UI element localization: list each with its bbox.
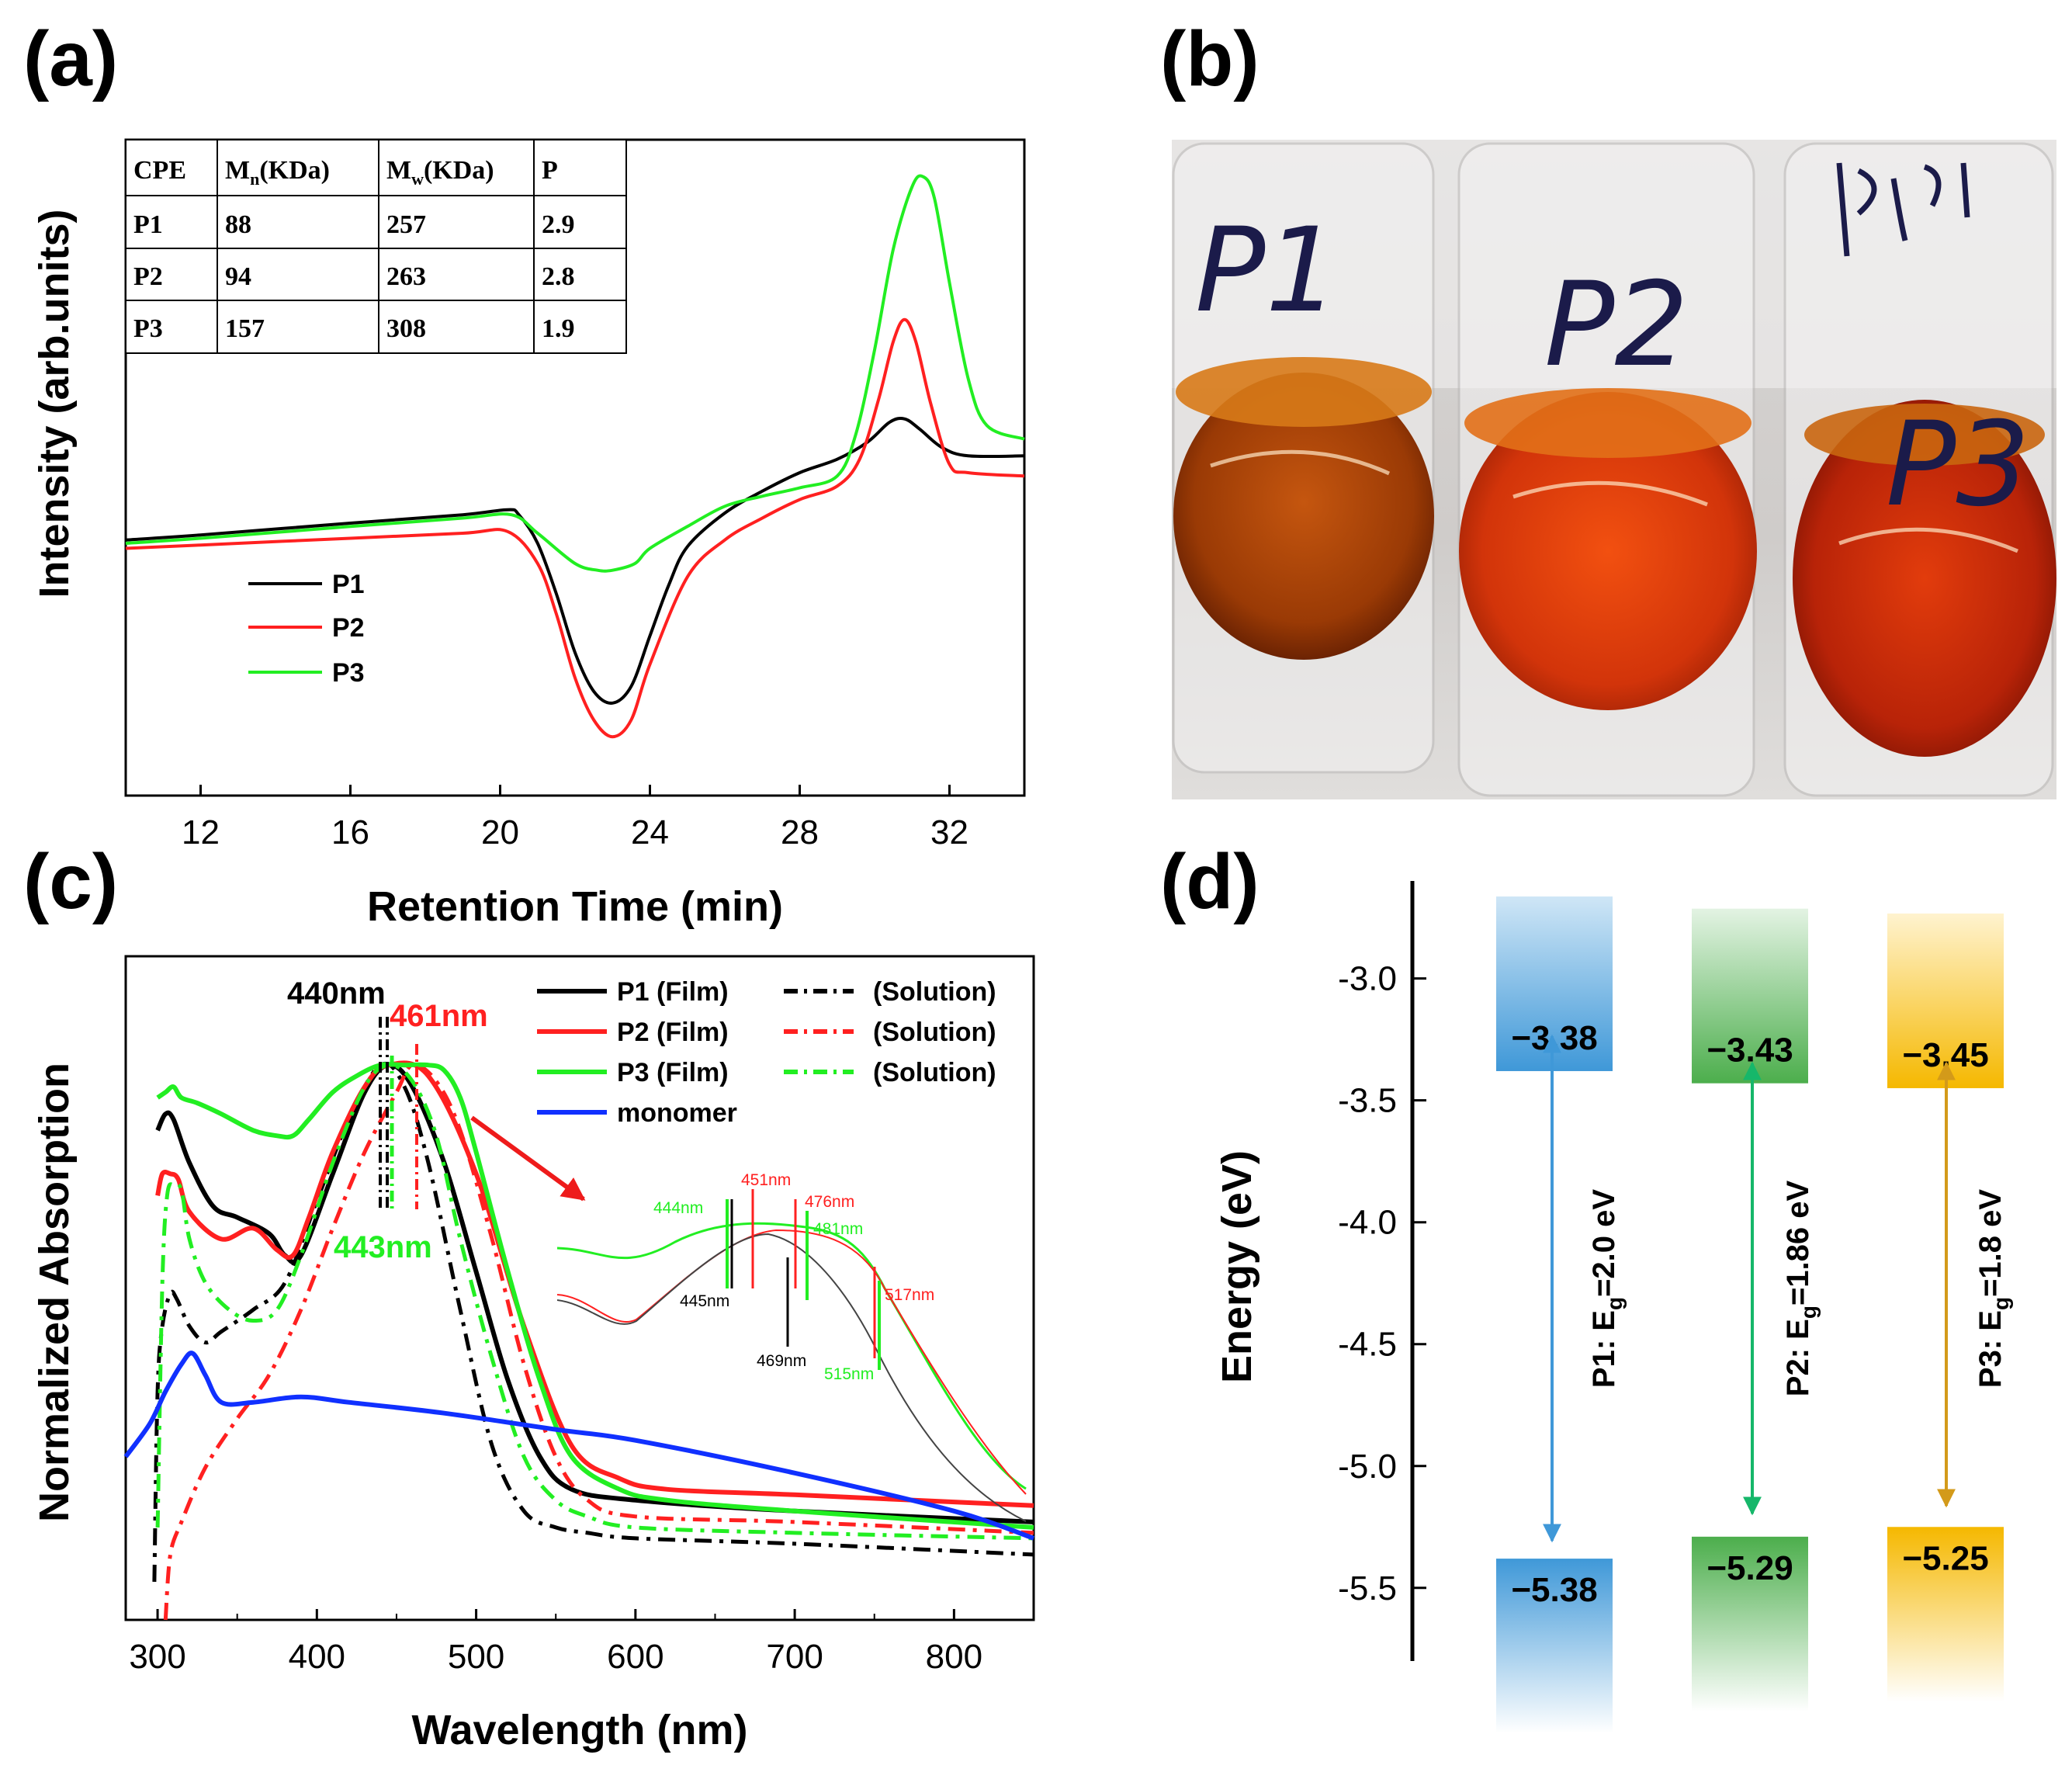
legend-label-p2-film: P2 (Film) (617, 1018, 729, 1047)
panel-c-plot-frame (124, 955, 1035, 1621)
bandgap-label-p1: P1: Eg=2.0 eV (1587, 1189, 1627, 1388)
legend-label-p2: P2 (332, 613, 365, 643)
panel-a-x-axis-label: Retention Time (min) (367, 883, 783, 930)
table-cell: 257 (386, 210, 426, 239)
x-tick-label: 300 (129, 1638, 185, 1676)
panel-c-x-axis-label: Wavelength (nm) (411, 1707, 747, 1753)
lumo-value-p2: −3.43 (1706, 1032, 1793, 1070)
y-tick-label: -3.5 (1338, 1082, 1397, 1120)
legend-label-p3: P3 (332, 658, 365, 688)
x-tick-label: 500 (448, 1638, 504, 1676)
legend-label-monomer: monomer (617, 1098, 737, 1128)
panel-label-c: (c) (23, 838, 118, 925)
x-tick-label: 700 (766, 1638, 823, 1676)
table-header-mw: Mw(KDa) (386, 156, 494, 189)
homo-level-p3 (1887, 1527, 2004, 1702)
panel-a-y-axis-label: Intensity (arb.units) (31, 209, 78, 598)
vial-label-p2: P2 (1544, 258, 1689, 393)
legend-label-p3-film: P3 (Film) (617, 1058, 729, 1087)
table-cell: 88 (225, 210, 251, 239)
lumo-value-p1: −3.38 (1511, 1019, 1597, 1057)
table-cell: 263 (386, 262, 426, 291)
panel-a-chart: 12 16 20 24 28 32 CPE Mn(KDa) Mw(KDa) P P1 88… (31, 138, 1026, 930)
table-cell: 2.9 (542, 210, 575, 239)
series-line-p3 (125, 174, 1025, 573)
panel-c-chart: 300 400 500 600 700 800 440nm 461nm 443nm 444… (31, 955, 1035, 1753)
x-tick-label: 20 (481, 813, 519, 851)
sample-vials-photo: P1 P2 P3 (1172, 140, 2056, 799)
x-tick-label: 24 (631, 813, 669, 851)
series-line-monomer (123, 1351, 1034, 1541)
series-line-p2-solution- (163, 1063, 1034, 1621)
inset-label: 451nm (741, 1171, 791, 1189)
table-cell: 157 (225, 314, 265, 343)
y-tick-label: -3.0 (1338, 960, 1397, 998)
series-line-p3-film- (156, 1062, 1034, 1530)
bandgap-label-p3: P3: Eg=1.8 eV (1973, 1189, 2013, 1388)
legend-label-p1: P1 (332, 570, 365, 599)
panel-d-energy-diagram: -3.0 -3.5 -4.0 -4.5 -5.0 -5.5 −3.38 −5.38 −3.43… (1214, 881, 2013, 1734)
y-tick-label: -4.0 (1338, 1204, 1397, 1242)
homo-value-p1: −5.38 (1511, 1571, 1597, 1609)
table-header-p: P (542, 156, 558, 185)
x-tick-label: 800 (926, 1638, 982, 1676)
x-tick-label: 16 (331, 813, 369, 851)
vial-label-p3: P3 (1886, 397, 2030, 532)
x-tick-label: 400 (289, 1638, 345, 1676)
table-header-cpe: CPE (133, 156, 186, 185)
series-line-p2 (125, 317, 1025, 739)
series-line-p1 (125, 417, 1025, 705)
inset-label: 481nm (813, 1220, 863, 1238)
vial-scribble (1836, 162, 1970, 257)
panel-c-legend: P1 (Film) (Solution) P2 (Film) (Solution… (537, 977, 996, 1128)
annotation-440nm: 440nm (287, 976, 386, 1011)
x-tick-label: 32 (930, 813, 968, 851)
legend-label-p3-solution: (Solution) (873, 1058, 996, 1087)
x-tick-label: 28 (781, 813, 819, 851)
inset-label: 469nm (757, 1352, 806, 1370)
inset-label: 515nm (824, 1365, 874, 1383)
annotation-443nm: 443nm (334, 1230, 432, 1264)
table-cell: 1.9 (542, 314, 575, 343)
panel-d-y-axis-label: Energy (eV) (1214, 1150, 1260, 1383)
homo-value-p3: −5.25 (1902, 1539, 1988, 1577)
inset-label: 445nm (680, 1292, 729, 1310)
series-line-p1-solution- (152, 1062, 1034, 1582)
homo-value-p2: −5.29 (1706, 1549, 1793, 1587)
legend-label-p1-film: P1 (Film) (617, 977, 729, 1007)
x-tick-label: 12 (182, 813, 220, 851)
zoom-arrow (470, 1115, 586, 1202)
table-cell: 308 (386, 314, 426, 343)
lumo-level-p3 (1887, 913, 2004, 1088)
table-cell: P2 (133, 262, 163, 291)
y-tick-label: -5.0 (1338, 1448, 1397, 1486)
panel-label-a: (a) (23, 16, 118, 102)
x-tick-label: 600 (607, 1638, 664, 1676)
table-cell: 94 (225, 262, 251, 291)
legend-label-p1-solution: (Solution) (873, 977, 996, 1007)
bandgap-label-p2: P2: Eg=1.86 eV (1781, 1180, 1821, 1396)
table-header-mn: Mn(KDa) (225, 156, 330, 189)
table-cell: 2.8 (542, 262, 575, 291)
homo-level-p2 (1692, 1536, 1808, 1711)
table-cell: P1 (133, 210, 163, 239)
table-cell: P3 (133, 314, 163, 343)
legend-label-p2-solution: (Solution) (873, 1018, 996, 1047)
y-tick-label: -5.5 (1338, 1569, 1397, 1607)
inset-label: 517nm (885, 1286, 934, 1304)
panel-c-inset: 444nm 451nm 476nm 481nm 445nm 469nm 517n… (556, 1171, 1027, 1522)
panel-label-b: (b) (1160, 16, 1259, 102)
panel-a-legend: P1 P2 P3 (248, 570, 365, 688)
homo-level-p1 (1496, 1559, 1613, 1734)
inset-label: 476nm (805, 1193, 854, 1211)
y-tick-label: -4.5 (1338, 1326, 1397, 1364)
vial-label-p1: P1 (1195, 203, 1339, 338)
panel-label-d: (d) (1160, 838, 1259, 925)
annotation-461nm: 461nm (390, 999, 488, 1033)
lumo-level-p2 (1692, 908, 1808, 1084)
panel-c-y-axis-label: Normalized Absorption (31, 1063, 78, 1522)
molecular-weight-table: CPE Mn(KDa) Mw(KDa) P P1 88 257 2.9 P2 9… (125, 139, 627, 354)
inset-label: 444nm (653, 1199, 703, 1217)
